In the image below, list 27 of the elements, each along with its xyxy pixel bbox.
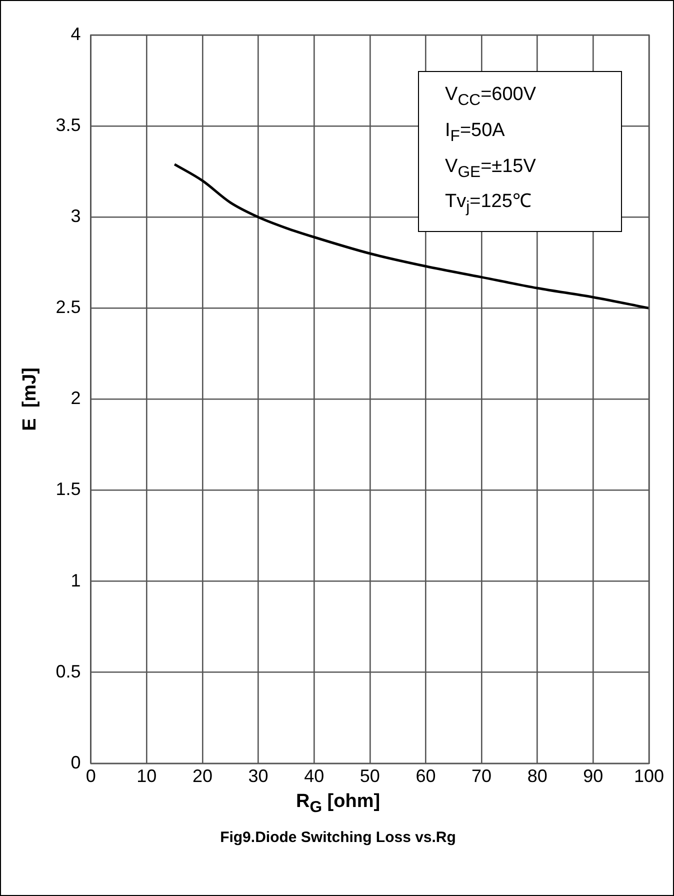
x-tick-label: 20 [192,766,212,786]
x-tick-label: 50 [360,766,380,786]
x-tick-label: 40 [304,766,324,786]
x-tick-label: 80 [527,766,548,786]
y-tick-label: 2 [70,388,81,408]
y-tick-label: 3 [70,206,81,226]
y-tick-label: 2.5 [56,297,81,318]
annotation: V$_{CC}$=600V [445,83,538,111]
y-tick-label: 1 [70,570,81,590]
x-tick-label: 90 [583,766,604,786]
y-tick-label: 0 [70,752,81,772]
x-axis-title: R$_{G}$ [ohm] [294,791,382,817]
text: Fig9.Diode Switching Loss vs.Rg [219,829,457,846]
y-axis-title: E [mJ] [20,368,41,431]
annotation: V$_{GE}$=±15V [445,154,537,182]
y-tick-label: 0.5 [56,661,81,682]
x-tick-label: 30 [248,766,268,786]
x-tick-label: 100 [634,766,664,786]
annotation: I$_{F}$=50A [445,118,506,147]
annotation: Tv$_{j}$=125℃ [445,190,532,218]
x-tick-label: 60 [416,766,436,786]
x-tick-label: 70 [472,766,492,786]
y-tick-label: 3.5 [56,115,81,136]
x-tick-label: 10 [136,766,157,786]
y-tick-label: 4 [70,24,81,44]
y-tick-label: 1.5 [56,479,81,500]
x-tick-label: 0 [86,766,96,786]
